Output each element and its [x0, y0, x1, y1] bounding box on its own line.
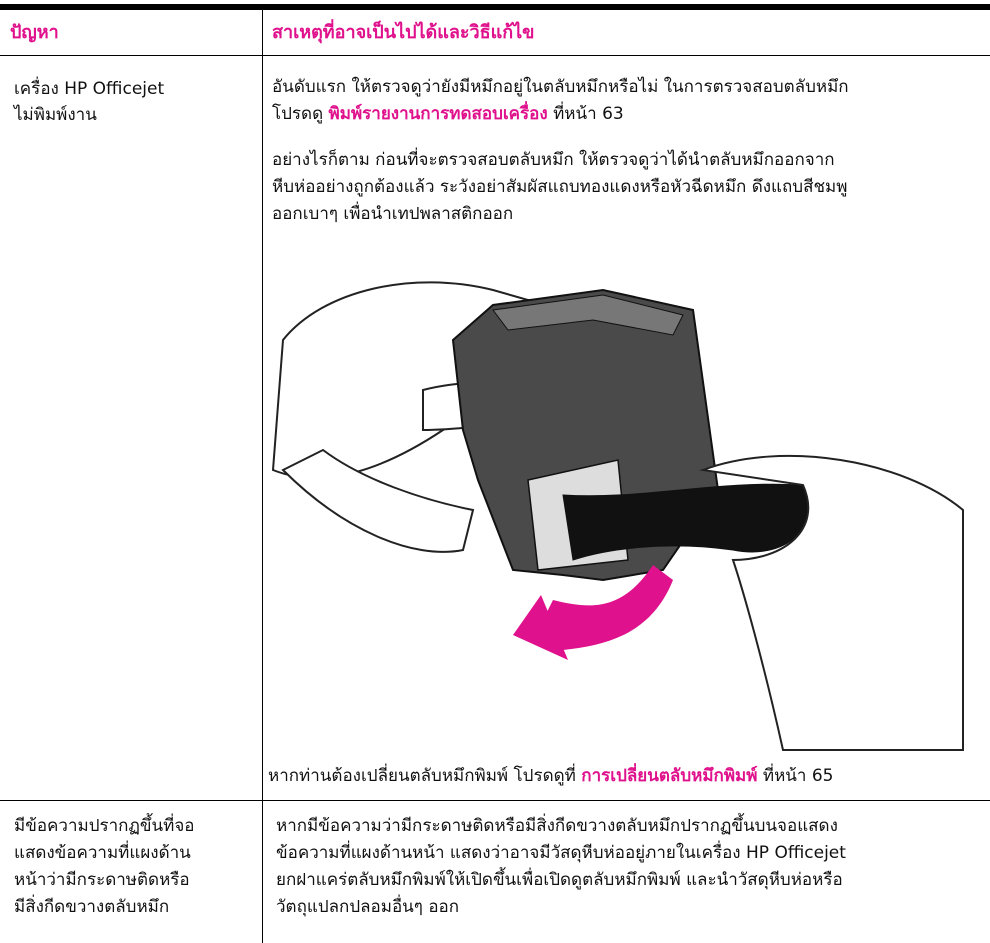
header-rule — [0, 55, 990, 56]
text-line: วัตถุแปลกปลอมอื่นๆ ออก — [276, 897, 460, 917]
text-line: หีบห่ออย่างถูกต้องแล้ว ระวังอย่าสัมผัสแถ… — [272, 177, 848, 197]
header-cell: สาเหตุที่อาจเป็นไปได้และวิธีแก้ไข — [272, 22, 535, 43]
header-cell: ปัญหา — [10, 22, 59, 43]
right-hand — [699, 454, 964, 751]
problem-line: เครื่อง HP Officejet — [14, 79, 165, 99]
text: ที่หน้า 65 — [757, 766, 834, 786]
top-rule — [0, 4, 990, 10]
problem-line: มีสิ่งกีดขวางตลับหมึก — [14, 897, 170, 917]
problem-line: ไม่พิมพ์งาน — [14, 105, 97, 125]
link[interactable]: การเปลี่ยนตลับหมึกพิมพ์ — [581, 766, 758, 786]
text: ที่หน้า 63 — [547, 104, 624, 124]
text-line: ยกฝาแคร่ตลับหมึกพิมพ์ให้เปิดขึ้นเพื่อเปิ… — [276, 870, 843, 890]
text-line: อย่างไรก็ตาม ก่อนที่จะตรวจสอบตลับหมึก ให… — [272, 150, 835, 170]
left-hand-lower — [281, 448, 475, 553]
arrow-body — [543, 565, 673, 650]
column-rule — [262, 10, 263, 943]
cartridge-top — [492, 294, 684, 336]
text-line: โปรดดู พิมพ์รายงานการทดสอบเครื่อง ที่หน้… — [272, 103, 624, 125]
link[interactable]: พิมพ์รายงานการทดสอบเครื่อง — [328, 104, 548, 124]
illustration — [271, 281, 964, 751]
problem-line: หน้าว่ามีกระดาษติดหรือ — [14, 870, 190, 890]
problem-line: แสดงข้อความที่แผงด้าน — [14, 843, 191, 863]
text-line: อันดับแรก ให้ตรวจดูว่ายังมีหมึกอยู่ในตลั… — [272, 77, 849, 97]
caption: หากท่านต้องเปลี่ยนตลับหมึกพิมพ์ โปรดดูที… — [268, 765, 833, 787]
text-line: ข้อความที่แผงด้านหน้า แสดงว่าอาจมีวัสดุห… — [276, 843, 846, 863]
row-rule — [0, 800, 990, 801]
text: หากท่านต้องเปลี่ยนตลับหมึกพิมพ์ โปรดดูที… — [268, 766, 582, 786]
text: โปรดดู — [272, 104, 329, 124]
arrow-head — [513, 595, 568, 660]
text-line: หากมีข้อความว่ามีกระดาษติดหรือมีสิ่งกีดข… — [276, 816, 838, 836]
text-line: ออกเบาๆ เพื่อนำเทปพลาสติกออก — [272, 204, 514, 224]
tape — [562, 483, 809, 561]
problem-line: มีข้อความปรากฏขึ้นที่จอ — [14, 816, 195, 836]
